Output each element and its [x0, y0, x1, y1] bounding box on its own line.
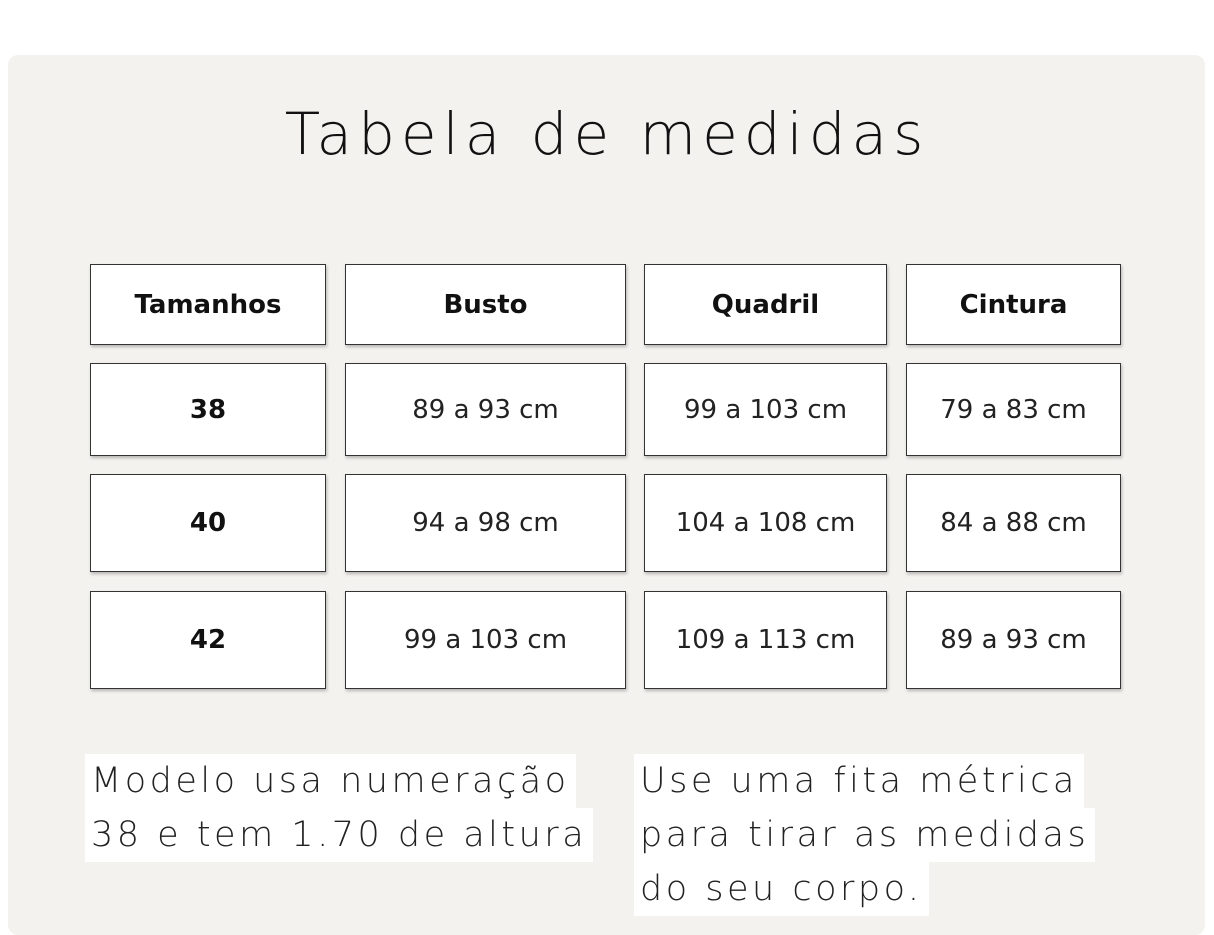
note-line: Use uma fita métrica — [634, 754, 1084, 808]
header-cell: Busto — [345, 264, 626, 345]
header-cell: Quadril — [644, 264, 887, 345]
title: Tabela de medidas — [284, 100, 930, 168]
table-cell: 89 a 93 cm — [345, 363, 626, 456]
table-cell: 104 a 108 cm — [644, 474, 887, 572]
table-cell: 109 a 113 cm — [644, 591, 887, 689]
note-line: para tirar as medidas — [634, 808, 1096, 862]
table-cell: 42 — [90, 591, 326, 689]
table-cell: 84 a 88 cm — [906, 474, 1121, 572]
table-cell: 99 a 103 cm — [644, 363, 887, 456]
note: Use uma fita métrica para tirar as medida… — [634, 754, 1096, 916]
note: Modelo usa numeração 38 e tem 1.70 de alt… — [85, 754, 594, 862]
header-cell: Tamanhos — [90, 264, 326, 345]
table-cell: 38 — [90, 363, 326, 456]
table-cell: 99 a 103 cm — [345, 591, 626, 689]
table-cell: 79 a 83 cm — [906, 363, 1121, 456]
table-cell: 89 a 93 cm — [906, 591, 1121, 689]
note-line: Modelo usa numeração — [85, 754, 576, 808]
table-cell: 40 — [90, 474, 326, 572]
note-line: 38 e tem 1.70 de altura — [85, 808, 594, 862]
header-cell: Cintura — [906, 264, 1121, 345]
note-line: do seu corpo. — [634, 862, 929, 916]
table-cell: 94 a 98 cm — [345, 474, 626, 572]
